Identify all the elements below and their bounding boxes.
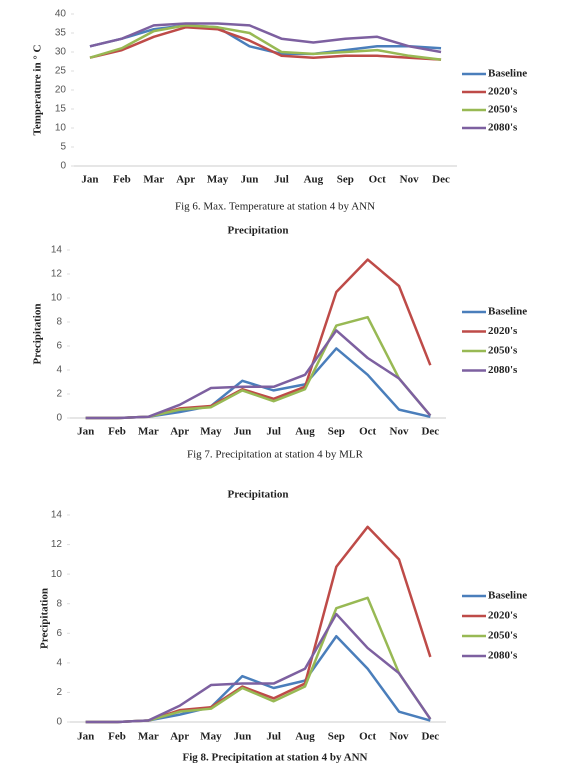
y-tick-label: 5	[60, 142, 66, 153]
y-tick-label: 14	[51, 510, 63, 521]
x-tick-label: Mar	[138, 731, 159, 743]
series-line	[89, 24, 442, 56]
chart-title: Precipitation	[228, 489, 289, 501]
legend-label: Baseline	[488, 306, 527, 318]
series-line	[89, 24, 442, 61]
x-tick-label: Aug	[295, 731, 315, 743]
y-tick-label: 10	[51, 569, 63, 580]
caption: Fig 8. Precipitation at station 4 by ANN	[183, 752, 368, 764]
legend-label: 2020's	[488, 86, 518, 98]
x-tick-label: May	[200, 426, 222, 438]
x-tick-label: Sep	[337, 174, 354, 186]
x-tick-label: Dec	[421, 426, 439, 438]
x-tick-label: Feb	[108, 426, 126, 438]
x-tick-label: Jan	[81, 174, 98, 186]
x-tick-label: Nov	[390, 426, 409, 438]
caption: Fig 6. Max. Temperature at station 4 by …	[175, 201, 375, 213]
x-tick-label: Jul	[266, 426, 281, 438]
series-line	[85, 612, 432, 724]
legend-label: 2050's	[488, 104, 518, 116]
y-axis-label: Precipitation	[39, 588, 51, 649]
legend-label: 2020's	[488, 610, 518, 622]
x-tick-label: Apr	[170, 426, 189, 438]
x-tick-label: Oct	[359, 426, 376, 438]
y-tick-label: 30	[55, 47, 67, 58]
y-tick-label: 20	[55, 85, 67, 96]
y-tick-label: 0	[56, 717, 62, 728]
y-tick-label: 12	[51, 539, 63, 550]
x-tick-label: Jul	[274, 174, 289, 186]
y-tick-label: 10	[55, 123, 67, 134]
x-tick-label: Mar	[143, 174, 164, 186]
x-tick-label: Sep	[328, 731, 345, 743]
x-tick-label: Mar	[138, 426, 159, 438]
y-tick-label: 14	[51, 245, 63, 256]
x-tick-label: Aug	[304, 174, 324, 186]
y-tick-label: 0	[56, 413, 62, 424]
legend-label: Baseline	[488, 68, 527, 80]
x-tick-label: May	[200, 731, 222, 743]
x-tick-label: Dec	[421, 731, 439, 743]
y-tick-label: 6	[56, 628, 62, 639]
series-line	[89, 22, 442, 54]
x-tick-label: Dec	[432, 174, 450, 186]
legend-label: 2080's	[488, 122, 518, 134]
x-tick-label: May	[207, 174, 229, 186]
series-line	[89, 26, 442, 61]
series-line	[85, 329, 432, 420]
legend-label: 2050's	[488, 345, 518, 357]
y-tick-label: 4	[56, 657, 62, 668]
x-tick-label: Jan	[77, 426, 94, 438]
x-tick-label: Jan	[77, 731, 94, 743]
x-tick-label: Apr	[170, 731, 189, 743]
y-tick-label: 12	[51, 269, 63, 280]
x-tick-label: Nov	[400, 174, 419, 186]
legend-label: 2020's	[488, 325, 518, 337]
x-tick-label: Oct	[369, 174, 386, 186]
y-axis-label: Precipitation	[32, 304, 44, 365]
series-line	[85, 315, 432, 420]
x-tick-label: Jul	[266, 731, 281, 743]
y-axis-label: Temperature in ° C	[32, 45, 44, 136]
y-tick-label: 0	[60, 161, 66, 172]
x-tick-label: Oct	[359, 731, 376, 743]
legend-label: 2080's	[488, 364, 518, 376]
y-tick-label: 8	[56, 317, 62, 328]
y-tick-label: 40	[55, 9, 67, 20]
y-tick-label: 35	[55, 28, 67, 39]
x-tick-label: Aug	[295, 426, 315, 438]
y-tick-label: 6	[56, 341, 62, 352]
legend-label: 2080's	[488, 650, 518, 662]
y-tick-label: 15	[55, 104, 67, 115]
x-tick-label: Jun	[241, 174, 259, 186]
y-tick-label: 2	[56, 389, 62, 400]
x-tick-label: Sep	[328, 426, 345, 438]
y-tick-label: 4	[56, 365, 62, 376]
x-tick-label: Feb	[113, 174, 131, 186]
x-tick-label: Jun	[233, 731, 251, 743]
legend-label: 2050's	[488, 630, 518, 642]
x-tick-label: Jun	[233, 426, 251, 438]
series-line	[85, 347, 431, 420]
caption: Fig 7. Precipitation at station 4 by MLR	[187, 449, 364, 461]
x-tick-label: Nov	[390, 731, 409, 743]
x-tick-label: Apr	[176, 174, 195, 186]
y-tick-label: 10	[51, 293, 63, 304]
chart-title: Precipitation	[228, 225, 289, 237]
series-line	[85, 596, 432, 724]
y-tick-label: 8	[56, 598, 62, 609]
y-tick-label: 2	[56, 687, 62, 698]
legend-label: Baseline	[488, 590, 527, 602]
series-line	[85, 634, 431, 724]
x-tick-label: Feb	[108, 731, 126, 743]
y-tick-label: 25	[55, 66, 67, 77]
